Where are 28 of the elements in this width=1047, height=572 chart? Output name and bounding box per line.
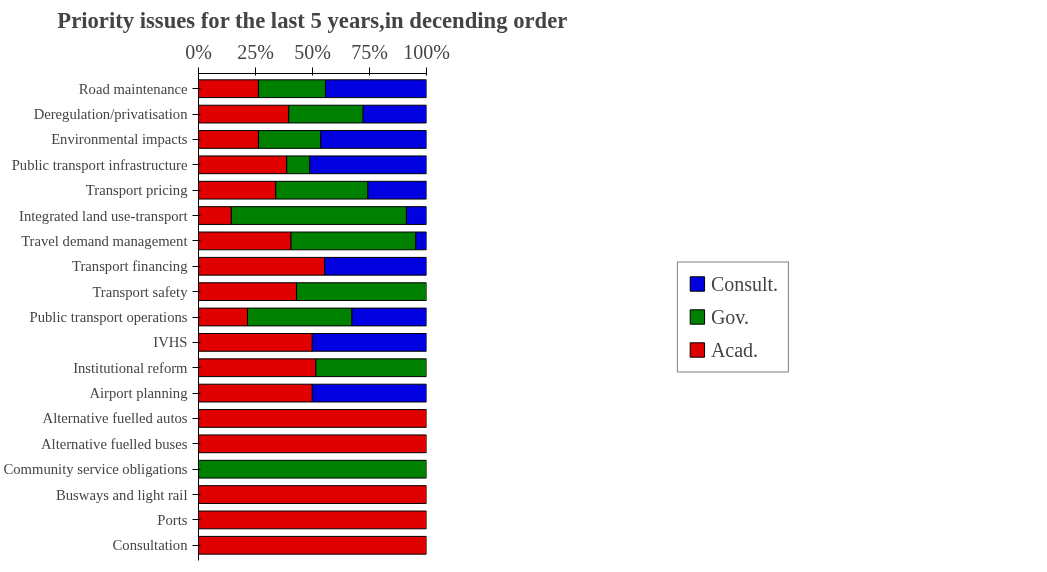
y-tick-label: Environmental impacts [51,131,188,148]
x-tick-label: 100% [403,40,450,63]
legend-label: Consult. [710,272,779,295]
y-tick-label: Alternative fuelled buses [40,435,188,452]
y-tick-label: Transport safety [92,283,189,300]
y-tick-label: Deregulation/privatisation [33,106,189,123]
y-tick-label: Transport pricing [85,182,189,199]
y-tick-label: Airport planning [89,385,189,402]
legend-label: Acad. [710,338,759,361]
x-tick-label: 25% [237,40,274,63]
y-tick-label: Ports [157,511,188,528]
y-tick-label: Travel demand management [21,232,188,249]
y-tick-label: Consultation [112,537,189,554]
chart-title: Priority issues for the last 5 years,in decending order [57,7,568,33]
y-tick-label: Institutional reform [73,359,189,376]
y-tick-label: Busways and light rail [56,486,188,503]
x-tick-label: 75% [351,40,388,63]
x-tick-label: 0% [185,40,212,63]
x-tick-label: 50% [294,40,331,63]
y-tick-label: Community service obligations [3,461,188,478]
y-tick-label: IVHS [153,334,188,351]
y-tick-label: Alternative fuelled autos [42,410,188,427]
y-tick-label: Public transport infrastructure [11,156,188,173]
legend-label: Gov. [710,305,750,328]
y-tick-label: Public transport operations [29,309,188,325]
y-tick-label: Transport financing [72,258,189,275]
y-tick-label: Integrated land use-transport [19,207,188,224]
y-tick-label: Road maintenance [78,80,188,97]
